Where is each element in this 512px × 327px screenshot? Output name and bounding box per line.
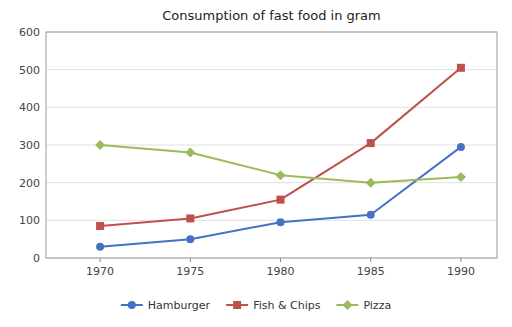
x-tick-label: 1990: [447, 265, 475, 278]
legend-item: Hamburger: [121, 299, 211, 312]
x-tick: [460, 258, 461, 262]
x-tick-label: 1985: [357, 265, 385, 278]
x-tick: [370, 258, 371, 262]
legend-item: Pizza: [336, 299, 391, 312]
point: [277, 218, 285, 226]
point: [186, 214, 194, 222]
y-tick-label: 100: [19, 214, 40, 227]
y-tick-label: 300: [19, 139, 40, 152]
grid-line: [46, 69, 497, 70]
point: [367, 139, 375, 147]
chart: Consumption of fast food in gram 0 100 200 3…: [0, 0, 512, 327]
legend: Hamburger Fish & Chips Pizza: [121, 299, 391, 312]
x-tick: [100, 258, 101, 262]
legend-marker: [233, 301, 241, 309]
point: [96, 222, 104, 230]
x-tick-label: 1980: [267, 265, 295, 278]
y-tick-label: 0: [33, 252, 40, 265]
x-tick: [190, 258, 191, 262]
series-line: [100, 68, 461, 226]
plot-area: [95, 64, 466, 251]
point: [367, 211, 375, 219]
x-tick-label: 1975: [176, 265, 204, 278]
legend-marker: [342, 300, 352, 310]
series-line: [100, 147, 461, 247]
point: [276, 170, 286, 180]
y-tick-label: 200: [19, 177, 40, 190]
grid-line: [46, 220, 497, 221]
point: [95, 140, 105, 150]
legend-marker: [128, 301, 136, 309]
y-tick-label: 600: [19, 26, 40, 39]
point: [457, 64, 465, 72]
point: [185, 148, 195, 158]
legend-label: Fish & Chips: [253, 299, 321, 312]
point: [277, 196, 285, 204]
x-tick: [280, 258, 281, 262]
y-tick-label: 400: [19, 101, 40, 114]
point: [366, 178, 376, 188]
point: [457, 143, 465, 151]
point: [96, 243, 104, 251]
x-tick-label: 1970: [86, 265, 114, 278]
y-tick-label: 500: [19, 64, 40, 77]
grid-line: [46, 182, 497, 183]
legend-label: Pizza: [363, 299, 391, 312]
point: [186, 235, 194, 243]
point: [456, 172, 466, 182]
title: Consumption of fast food in gram: [162, 8, 381, 23]
legend-label: Hamburger: [148, 299, 211, 312]
plot-frame: [46, 32, 497, 258]
series-line: [100, 145, 461, 183]
grid-line: [46, 107, 497, 108]
legend-item: Fish & Chips: [226, 299, 321, 312]
